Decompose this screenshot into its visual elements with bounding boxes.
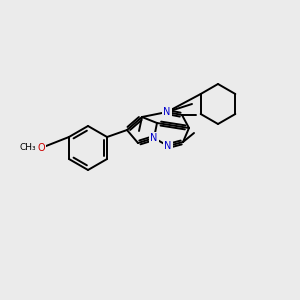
Text: N: N [163, 107, 171, 117]
Text: N: N [164, 141, 172, 151]
Text: N: N [150, 133, 158, 143]
Text: CH₃: CH₃ [20, 143, 36, 152]
Text: O: O [37, 143, 45, 153]
